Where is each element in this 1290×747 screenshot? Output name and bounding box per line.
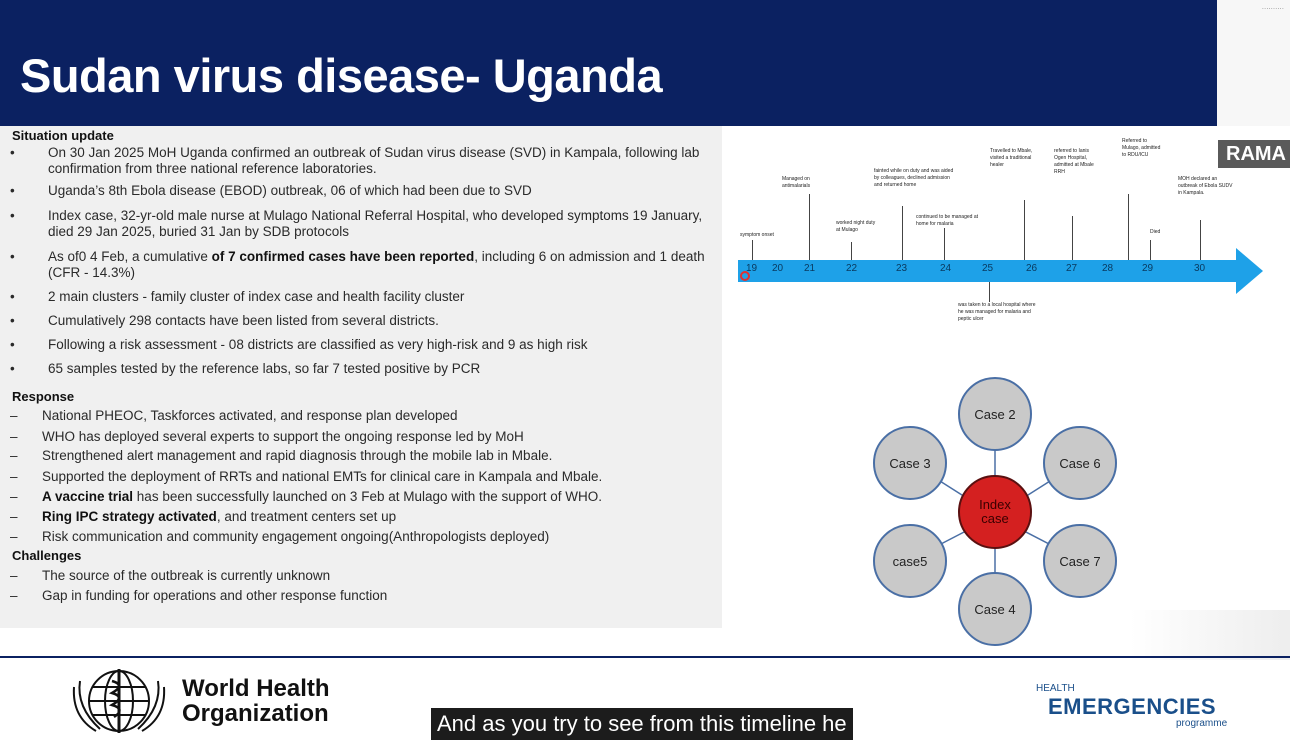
- timeline-connector: [1024, 200, 1025, 260]
- timeline-tick: 25: [982, 263, 994, 274]
- challenges-heading: Challenges: [12, 548, 82, 563]
- case-node: case5: [873, 524, 947, 598]
- top-right-corner: ..........: [1217, 0, 1290, 126]
- challenge-item: – Gap in funding for operations and other…: [10, 588, 388, 603]
- timeline-tick: 30: [1194, 263, 1206, 274]
- timeline-connector: [1072, 216, 1073, 260]
- timeline-event: MOH declared an outbreak of Ebola SUDV i…: [1178, 176, 1236, 197]
- health-emergencies-small: HEALTH: [1036, 683, 1075, 694]
- case-node: Case 3: [873, 426, 947, 500]
- situation-bullet: • Cumulatively 298 contacts have been lis…: [10, 313, 439, 328]
- health-emergencies-logo: EMERGENCIES: [1048, 694, 1217, 719]
- video-overlay: [1130, 610, 1290, 660]
- timeline-event: Managed on antimalarials: [782, 176, 826, 190]
- slide-title: Sudan virus disease- Uganda: [20, 49, 663, 102]
- who-line-1: World Health: [182, 675, 330, 702]
- timeline-tick: 29: [1142, 263, 1154, 274]
- timeline-connector: [902, 206, 903, 260]
- timeline-event: referred to Ianis Ogen Hospital, admitte…: [1054, 148, 1102, 176]
- timeline-bar: [738, 260, 1238, 282]
- response-item: – WHO has deployed several experts to sup…: [10, 429, 524, 444]
- timeline-connector: [1128, 194, 1129, 260]
- situation-bullet: • Following a risk assessment - 08 distri…: [10, 337, 588, 352]
- title-bar: Sudan virus disease- Uganda: [0, 0, 1217, 126]
- response-item: – Ring IPC strategy activated, and treatm…: [10, 509, 397, 524]
- corner-text: ..........: [1261, 2, 1284, 11]
- timeline-tick: 20: [772, 263, 784, 274]
- timeline-event: Referred to Mulago, admitted to RDU/ICU: [1122, 138, 1162, 159]
- rama-label: RAMA: [1218, 140, 1290, 168]
- situation-bullet: • Uganda’s 8th Ebola disease (EBOD) outbr…: [10, 183, 532, 198]
- timeline-connector: [944, 228, 945, 260]
- timeline-tick: 26: [1026, 263, 1038, 274]
- response-item: – Supported the deployment of RRTs and na…: [10, 469, 603, 484]
- timeline-tick: 28: [1102, 263, 1114, 274]
- video-caption: And as you try to see from this timeline…: [431, 708, 853, 740]
- cursor-marker-icon: [740, 271, 750, 281]
- situation-bullet: • 2 main clusters - family cluster of ind…: [10, 289, 465, 304]
- timeline-event: worked night duty at Mulago: [836, 220, 880, 234]
- index-case-label: Index case: [979, 497, 1011, 526]
- timeline-tick: 23: [896, 263, 908, 274]
- timeline-tick: 21: [804, 263, 816, 274]
- timeline-tick: 27: [1066, 263, 1078, 274]
- situation-panel: [0, 126, 722, 628]
- timeline-event: fainted while on duty and was aided by c…: [874, 168, 954, 189]
- timeline-connector: [851, 242, 852, 260]
- footer-divider: [0, 656, 1290, 658]
- response-item: – National PHEOC, Taskforces activated, a…: [10, 408, 458, 423]
- case-node: Case 6: [1043, 426, 1117, 500]
- who-wordmark: World Health Organization: [182, 676, 330, 726]
- response-heading: Response: [12, 389, 75, 404]
- timeline-connector: [1200, 220, 1201, 260]
- timeline-event: Travelled to Mbale, visited a traditiona…: [990, 148, 1040, 169]
- response-item: – Strengthened alert management and rapid…: [10, 448, 553, 463]
- health-emergencies-programme: programme: [1176, 718, 1228, 729]
- timeline-connector: [989, 282, 990, 302]
- challenge-item: – The source of the outbreak is currently…: [10, 568, 331, 583]
- situation-bullet: • 65 samples tested by the reference labs…: [10, 361, 481, 376]
- timeline-event: was taken to a local hospital where he w…: [958, 302, 1040, 323]
- timeline-event: continued to be managed at home for mala…: [916, 214, 986, 228]
- timeline-connector: [809, 194, 810, 260]
- timeline-event: symptom onset: [740, 232, 788, 239]
- who-line-2: Organization: [182, 700, 329, 727]
- timeline-arrow-icon: [1236, 248, 1263, 294]
- response-item: – Risk communication and community engage…: [10, 529, 550, 544]
- case-node: Case 2: [958, 377, 1032, 451]
- case-node: Case 7: [1043, 524, 1117, 598]
- timeline-tick: 19: [746, 263, 758, 274]
- response-item: – A vaccine trial has been successfully l…: [10, 489, 603, 504]
- case-node: Case 4: [958, 572, 1032, 646]
- situation-bullet: • Index case, 32-yr-old male nurse at Mul…: [10, 208, 703, 239]
- timeline-tick: 24: [940, 263, 952, 274]
- timeline-event: Died: [1150, 229, 1170, 236]
- index-case-node: Index case: [958, 475, 1032, 549]
- timeline-tick: 22: [846, 263, 858, 274]
- situation-bullet: • As of0 4 Feb, a cumulative of 7 confirm…: [10, 249, 705, 280]
- timeline-connector: [1150, 240, 1151, 260]
- who-emblem-icon: [72, 669, 166, 733]
- timeline-connector: [752, 240, 753, 260]
- situation-bullet: • On 30 Jan 2025 MoH Uganda confirmed an …: [10, 145, 700, 176]
- situation-heading: Situation update: [12, 128, 114, 143]
